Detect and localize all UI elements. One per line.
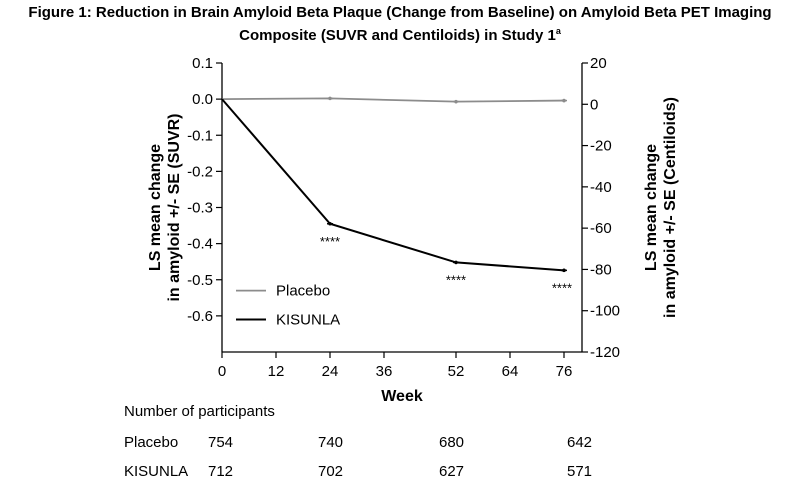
y-left-tick-label: -0.2	[187, 163, 213, 180]
x-tick-label: 0	[218, 363, 226, 380]
y-left-tick-label: -0.3	[187, 200, 213, 217]
y-left-tick-label: 0.1	[192, 55, 213, 72]
data-point-marker-kisunla	[328, 221, 332, 226]
title-line-1: Figure 1: Reduction in Brain Amyloid Bet…	[28, 4, 772, 21]
y-right-tick-label: 0	[590, 96, 598, 113]
y-axis-left-label-line: in amyloid +/- SE (SUVR)	[166, 113, 183, 301]
data-point-marker-placebo	[562, 98, 566, 103]
y-axis-right-label-line: in amyloid +/- SE (Centiloids)	[662, 97, 679, 318]
y-right-tick-label: -60	[590, 220, 612, 237]
y-right-tick-label: -80	[590, 261, 612, 278]
x-tick-label: 36	[376, 363, 393, 380]
data-point-marker-kisunla	[562, 268, 566, 273]
y-right-tick-label: -20	[590, 138, 612, 155]
significance-annotation: ****	[552, 280, 572, 295]
y-right-tick-label: 20	[590, 55, 607, 72]
data-point-marker-placebo	[328, 96, 332, 101]
title-line-2: Composite (SUVR and Centiloids) in Study…	[0, 22, 800, 45]
y-axis-right-label: LS mean change in amyloid +/- SE (Centilo…	[643, 97, 679, 318]
y-left-tick-label: -0.1	[187, 127, 213, 144]
figure-title: Figure 1: Reduction in Brain Amyloid Bet…	[0, 3, 800, 45]
x-tick-label: 24	[322, 363, 339, 380]
title-line-2-text: Composite (SUVR and Centiloids) in Study…	[239, 27, 556, 44]
y-right-tick-label: -40	[590, 179, 612, 196]
title-superscript: a	[555, 26, 561, 36]
data-point-marker-placebo	[454, 99, 458, 104]
x-tick-label: 76	[556, 363, 573, 380]
legend-label-placebo: Placebo	[276, 283, 330, 300]
y-left-tick-label: -0.6	[187, 308, 213, 325]
series-line-placebo	[221, 97, 565, 103]
significance-annotation: ****	[320, 234, 340, 249]
legend-label-kisunla: KISUNLA	[276, 311, 340, 328]
y-axis-left-label: LS mean change in amyloid +/- SE (SUVR)	[147, 113, 183, 301]
y-left-tick-label: 0.0	[192, 91, 213, 108]
x-axis-label: Week	[381, 388, 423, 405]
series-line-kisunla	[221, 98, 565, 272]
y-right-tick-label: -120	[590, 344, 620, 361]
y-axis-left-label-line: LS mean change	[147, 144, 164, 271]
y-axis-right-label-line: LS mean change	[643, 144, 660, 271]
y-right-tick-label: -100	[590, 303, 620, 320]
x-tick-label: 12	[268, 363, 285, 380]
x-tick-label: 52	[448, 363, 465, 380]
y-left-tick-label: -0.4	[187, 236, 213, 253]
significance-annotation: ****	[446, 272, 466, 287]
y-left-tick-label: -0.5	[187, 272, 213, 289]
x-tick-label: 64	[502, 363, 519, 380]
data-point-marker-kisunla	[454, 260, 458, 265]
